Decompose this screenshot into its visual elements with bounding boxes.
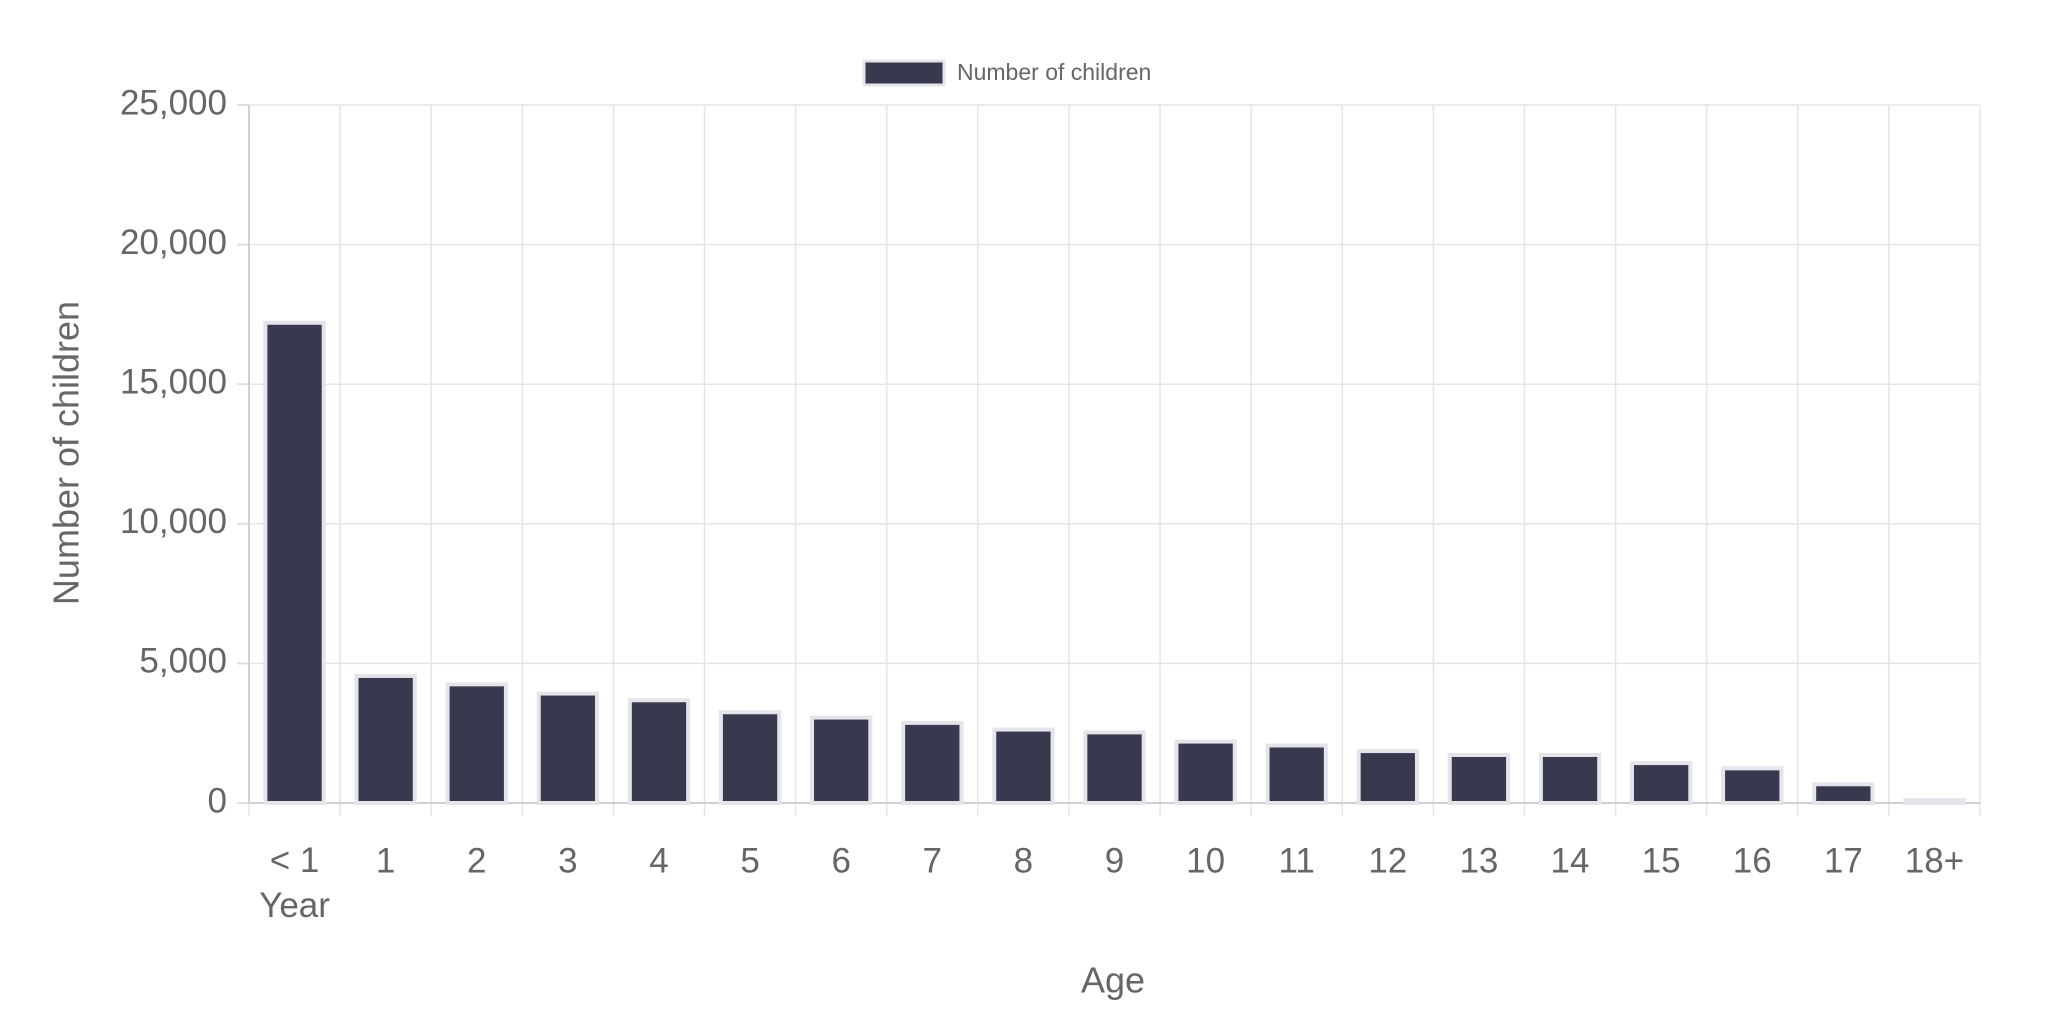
bar [718, 710, 782, 806]
legend-label: Number of children [957, 59, 1151, 85]
bar [1538, 752, 1602, 805]
bar [810, 715, 873, 806]
x-tick-label: 14 [1551, 841, 1590, 880]
bar [536, 691, 600, 805]
y-tick-label: 5,000 [139, 642, 227, 681]
x-tick-label: 13 [1459, 841, 1498, 880]
x-tick-label: 17 [1824, 841, 1863, 880]
bar [1083, 730, 1146, 806]
bar [354, 673, 417, 805]
x-tick-label: 10 [1186, 841, 1225, 880]
y-axis-title: Number of children [46, 301, 87, 605]
y-tick-label: 10,000 [120, 502, 227, 541]
bar [1447, 752, 1511, 805]
bar [263, 320, 326, 805]
x-tick-label: 1 [376, 841, 395, 880]
x-tick-label: < 1 Year [259, 841, 330, 925]
x-tick-label: 18+ [1905, 841, 1964, 880]
y-tick-label: 20,000 [120, 223, 227, 262]
bar [1721, 766, 1784, 806]
y-tick-label: 15,000 [120, 362, 227, 401]
x-tick-label: 11 [1279, 841, 1315, 880]
x-tick-label: 3 [558, 841, 577, 880]
bar [1356, 749, 1419, 805]
x-tick-label: 9 [1105, 841, 1124, 880]
x-tick-label: 5 [740, 841, 759, 880]
bar [1629, 761, 1693, 805]
x-tick-label: 16 [1733, 841, 1772, 880]
bar [901, 720, 964, 806]
x-tick-label: 15 [1642, 841, 1681, 880]
bar [1174, 739, 1237, 805]
y-tick-label: 0 [208, 781, 227, 820]
bar [1265, 743, 1328, 806]
x-tick-label: 8 [1014, 841, 1033, 880]
bar [445, 682, 508, 806]
x-tick-label: 12 [1368, 841, 1407, 880]
bar [1903, 798, 1966, 806]
x-tick-label: 7 [923, 841, 942, 880]
legend-swatch [862, 59, 946, 87]
y-tick-label: 25,000 [120, 83, 227, 122]
bar [1812, 782, 1875, 805]
x-tick-label: 6 [831, 841, 850, 880]
bar [627, 698, 691, 805]
x-tick-label: 2 [467, 841, 486, 880]
x-tick-label: 4 [649, 841, 668, 880]
bar [992, 727, 1055, 805]
x-axis-title: Age [1081, 960, 1145, 1001]
